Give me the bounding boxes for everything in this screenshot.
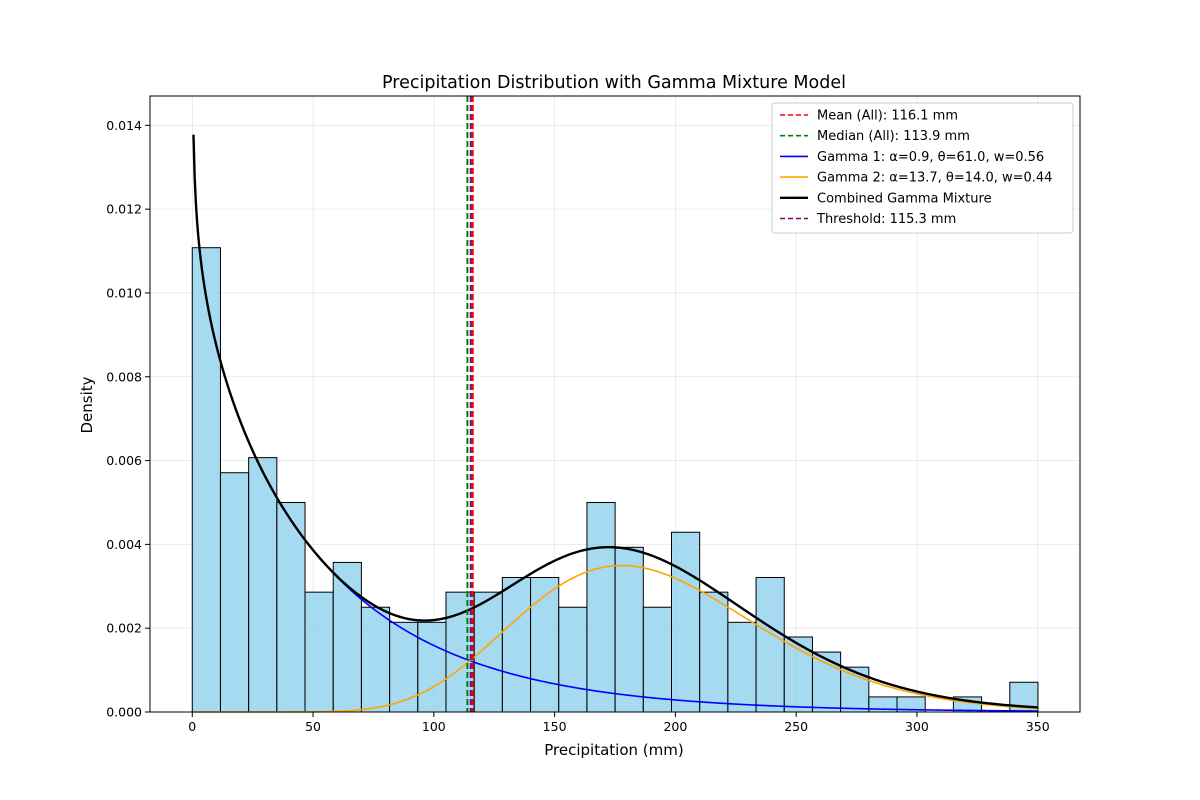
histogram-bar: [783, 636, 813, 713]
y-tick-label: 0.010: [106, 285, 142, 300]
histogram-bar: [530, 576, 560, 713]
y-tick-label: 0.002: [106, 621, 142, 636]
reference-lines: [466, 96, 474, 712]
legend-label: Gamma 1: α=0.9, θ=61.0, w=0.56: [817, 150, 1044, 165]
y-axis-label: Density: [78, 376, 96, 433]
x-tick-label: 350: [1026, 719, 1050, 734]
axes-frame: [149, 95, 1081, 713]
histogram-bar: [501, 576, 532, 713]
gamma-curves: [192, 134, 1038, 713]
gamma-2-curve: [193, 564, 1038, 713]
x-tick-label: 0: [188, 719, 196, 734]
histogram-bar: [614, 546, 644, 713]
legend-label: Threshold: 115.3 mm: [816, 212, 956, 227]
histogram-bar: [811, 651, 842, 713]
histogram-bar: [586, 501, 616, 713]
histogram-bars: [191, 247, 1039, 713]
legend-box: [771, 102, 1074, 234]
y-tick-label: 0.006: [106, 453, 142, 468]
legend: Mean (All): 116.1 mm Median (All): 113.9 …: [771, 102, 1074, 234]
histogram-bar: [191, 247, 221, 713]
histogram-bar: [360, 606, 391, 713]
histogram-bar: [248, 457, 278, 713]
histogram-bar: [642, 606, 673, 713]
histogram-bar: [417, 621, 447, 713]
legend-label: Gamma 2: α=13.7, θ=14.0, w=0.44: [817, 171, 1052, 186]
x-axis-ticks: 0 50 100 150 200 250 300 350: [188, 712, 1050, 734]
x-tick-label: 150: [543, 719, 567, 734]
histogram-bar: [445, 591, 475, 713]
legend-label: Mean (All): 116.1 mm: [817, 109, 958, 124]
x-axis-label: Precipitation (mm): [544, 741, 683, 759]
histogram-bar: [276, 501, 306, 713]
plot-area: 0 50 100 150 200 250 300 350 0.0000.0020.0040.0…: [106, 95, 1081, 734]
histogram-bar: [473, 591, 503, 713]
y-tick-label: 0.000: [106, 705, 142, 720]
x-tick-label: 200: [663, 719, 687, 734]
legend-label: Combined Gamma Mixture: [817, 191, 992, 206]
histogram-bar: [699, 591, 729, 713]
histogram-bar: [755, 576, 785, 713]
y-tick-label: 0.012: [106, 202, 142, 217]
combined-mixture-curve: [192, 134, 1038, 709]
y-axis-ticks: 0.000 0.002 0.004 0.006 0.008 0.010 0.012 0.014: [106, 118, 150, 720]
x-tick-label: 250: [784, 719, 808, 734]
y-tick-label: 0.008: [106, 369, 142, 384]
x-tick-label: 50: [305, 719, 321, 734]
histogram-bar: [671, 531, 701, 713]
histogram-bar: [727, 621, 757, 713]
y-tick-label: 0.014: [106, 118, 142, 133]
legend-label: Median (All): 113.9 mm: [817, 129, 970, 144]
x-tick-label: 300: [905, 719, 929, 734]
histogram-bar: [558, 606, 588, 713]
histogram-bar: [219, 472, 250, 713]
chart-title: Precipitation Distribution with Gamma Mi…: [382, 73, 846, 93]
histogram-bar: [840, 666, 870, 713]
histogram-bar: [304, 591, 334, 713]
x-tick-label: 100: [422, 719, 446, 734]
y-tick-label: 0.004: [106, 537, 142, 552]
